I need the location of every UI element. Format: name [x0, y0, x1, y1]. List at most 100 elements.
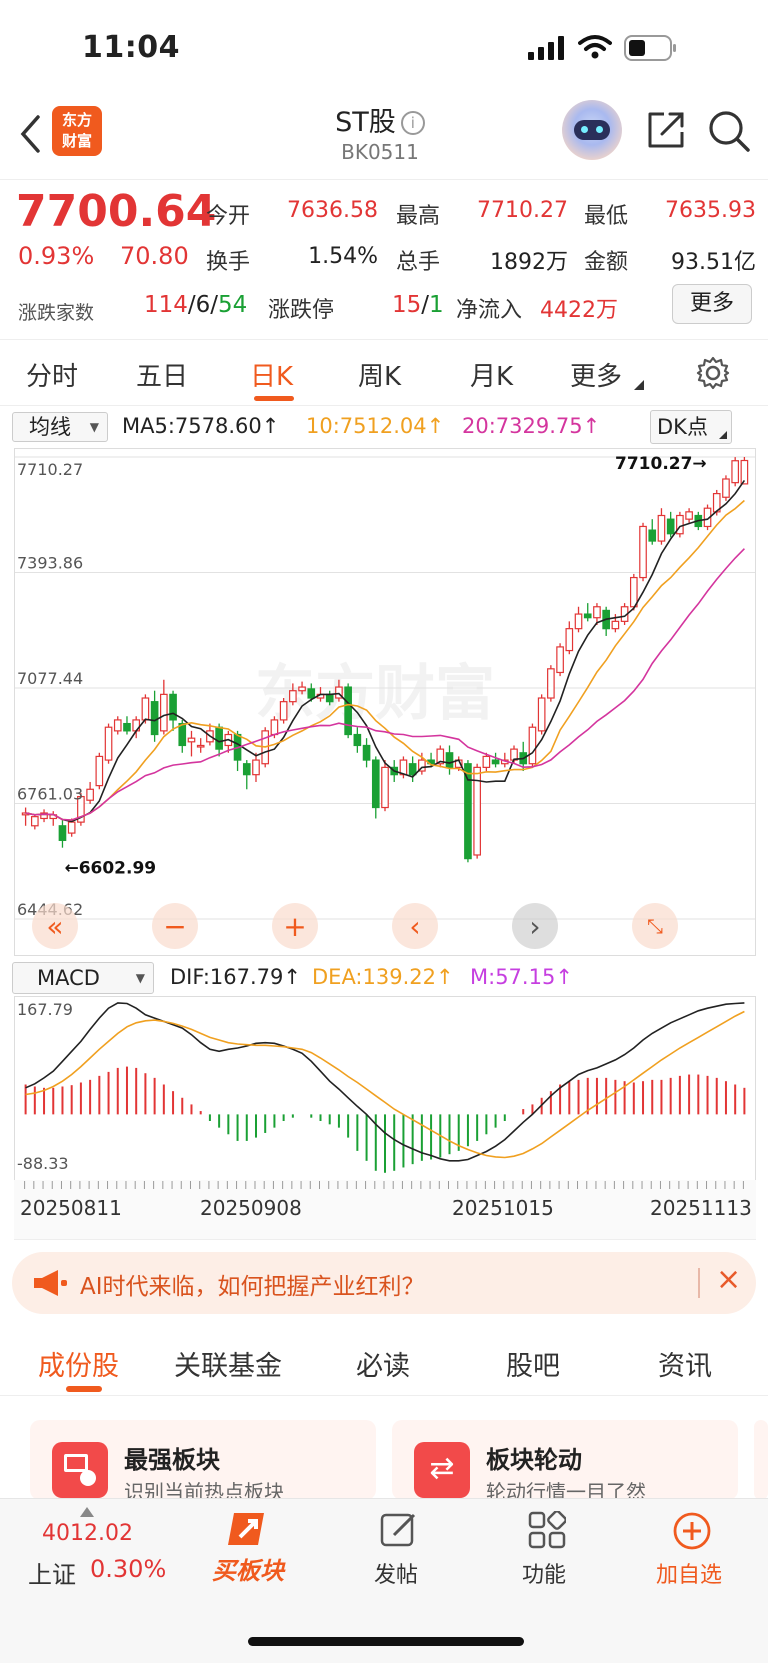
- macd-chart[interactable]: 167.79 -88.33: [14, 996, 756, 1216]
- active-tab-indicator: [254, 396, 294, 401]
- candle: [86, 788, 94, 801]
- triangle-up-icon: [80, 1507, 94, 1517]
- candle: [408, 763, 417, 776]
- index-value[interactable]: 4012.02: [42, 1521, 133, 1546]
- candle: [289, 690, 297, 703]
- gear-icon[interactable]: [696, 356, 730, 390]
- candle: [307, 688, 316, 699]
- index-name[interactable]: 上证: [28, 1561, 76, 1589]
- ma20-line: [25, 548, 745, 821]
- chart-board-icon: [52, 1442, 108, 1498]
- candle: [40, 812, 48, 820]
- indicator-selector[interactable]: 均线 ▼: [12, 412, 108, 442]
- card-sector-rotation[interactable]: ⇄ 板块轮动 轮动行情一目了然: [392, 1420, 738, 1504]
- high-value: 7710.27: [477, 198, 568, 223]
- tab-forum[interactable]: 股吧: [506, 1351, 560, 1382]
- edit-icon[interactable]: [380, 1511, 418, 1549]
- content-tabs: 成份股 关联基金 必读 股吧 资讯: [0, 1320, 768, 1396]
- adv-up: 114: [144, 292, 188, 318]
- dk-button[interactable]: DK点: [650, 410, 732, 444]
- candle: [436, 748, 445, 765]
- robot-avatar-icon[interactable]: [562, 100, 622, 160]
- candle: [574, 613, 583, 630]
- candle: [187, 737, 196, 743]
- macd-selector[interactable]: MACD ▼: [12, 962, 154, 994]
- candle: [445, 752, 454, 768]
- share-icon[interactable]: [646, 110, 686, 150]
- candle: [113, 719, 122, 732]
- logo-text-2: 财富: [61, 132, 92, 150]
- change-pct: 0.93%: [18, 242, 95, 270]
- home-indicator: [248, 1637, 524, 1646]
- tab-more[interactable]: 更多: [570, 362, 623, 392]
- card-peek[interactable]: [754, 1420, 768, 1500]
- scroll-left-fast-button[interactable]: «: [32, 903, 78, 949]
- turnover-label: 换手: [206, 250, 251, 275]
- tab-daily-k[interactable]: 日K: [250, 362, 294, 392]
- card-strongest-sector[interactable]: 最强板块 识别当前热点板块: [30, 1420, 376, 1504]
- limit-sep: /: [421, 292, 430, 318]
- eastmoney-logo: 东方 财富: [52, 106, 102, 156]
- candle: [611, 620, 620, 630]
- tab-five-day[interactable]: 五日: [136, 362, 189, 392]
- candle: [676, 514, 684, 535]
- candle: [335, 686, 343, 699]
- tab-intraday[interactable]: 分时: [26, 362, 79, 392]
- tab-weekly-k[interactable]: 周K: [358, 362, 402, 392]
- zoom-in-button[interactable]: +: [272, 903, 318, 949]
- tab-must-read[interactable]: 必读: [356, 1351, 410, 1382]
- candle: [67, 821, 76, 834]
- y-tick-label: 7393.86: [17, 553, 83, 572]
- rotation-icon: ⇄: [414, 1442, 470, 1498]
- candle: [418, 759, 426, 772]
- apps-icon[interactable]: [528, 1511, 566, 1549]
- tab-news[interactable]: 资讯: [658, 1351, 712, 1382]
- buy-sector-icon[interactable]: [226, 1509, 272, 1549]
- tab-related-funds[interactable]: 关联基金: [174, 1351, 282, 1382]
- advance-decline-value: 114/6/54: [144, 292, 247, 318]
- index-change-pct[interactable]: 0.30%: [90, 1555, 167, 1583]
- candle: [150, 701, 159, 736]
- candle: [252, 759, 260, 776]
- card-title: 板块轮动: [486, 1446, 582, 1474]
- dea-value: DEA:139.22↑: [312, 965, 454, 989]
- candle: [344, 686, 352, 736]
- macd-svg: 167.79 -88.33: [17, 1000, 746, 1173]
- ma10-line: [25, 499, 745, 821]
- info-icon[interactable]: i: [400, 111, 425, 135]
- candle: [685, 511, 693, 520]
- tab-monthly-k[interactable]: 月K: [470, 362, 514, 392]
- low-value: 7635.93: [665, 198, 756, 223]
- add-circle-icon[interactable]: [672, 1511, 712, 1551]
- candle: [353, 733, 362, 747]
- net-inflow-value: 4422万: [540, 298, 618, 323]
- move-left-button[interactable]: ‹: [392, 903, 438, 949]
- search-icon[interactable]: [708, 110, 752, 154]
- more-button[interactable]: 更多: [672, 284, 752, 324]
- function-label[interactable]: 功能: [522, 1563, 567, 1588]
- chevron-left-icon[interactable]: [18, 114, 42, 154]
- limit-down: 1: [429, 292, 444, 318]
- zoom-out-button[interactable]: −: [152, 903, 198, 949]
- buy-sector-label[interactable]: 买板块: [212, 1557, 284, 1585]
- move-right-button[interactable]: ›: [512, 903, 558, 949]
- post-label[interactable]: 发帖: [374, 1563, 419, 1588]
- dif-line: [25, 1002, 745, 1162]
- candle: [178, 722, 187, 747]
- date-label: 20250811: [20, 1196, 122, 1220]
- candle: [537, 697, 546, 732]
- candle: [123, 722, 131, 732]
- date-ticks: [24, 1181, 744, 1189]
- indicator-selector-label: 均线: [29, 415, 71, 439]
- board-code: BK0511: [341, 140, 419, 164]
- amount-label: 金额: [584, 250, 629, 275]
- high-label: 最高: [396, 204, 441, 229]
- fullscreen-button[interactable]: ⤡: [632, 903, 678, 949]
- promo-banner[interactable]: AI时代来临，如何把握产业红利？ ×: [12, 1252, 756, 1314]
- tab-constituents[interactable]: 成份股: [38, 1351, 119, 1382]
- amount-value: 93.51亿: [671, 250, 756, 275]
- close-icon[interactable]: ×: [716, 1262, 742, 1297]
- candle: [473, 766, 481, 856]
- kline-chart[interactable]: 东方财富 7710.27→ ←6602.99 7710.27 7393.86 707…: [14, 448, 756, 956]
- add-watchlist-label[interactable]: 加自选: [656, 1563, 723, 1588]
